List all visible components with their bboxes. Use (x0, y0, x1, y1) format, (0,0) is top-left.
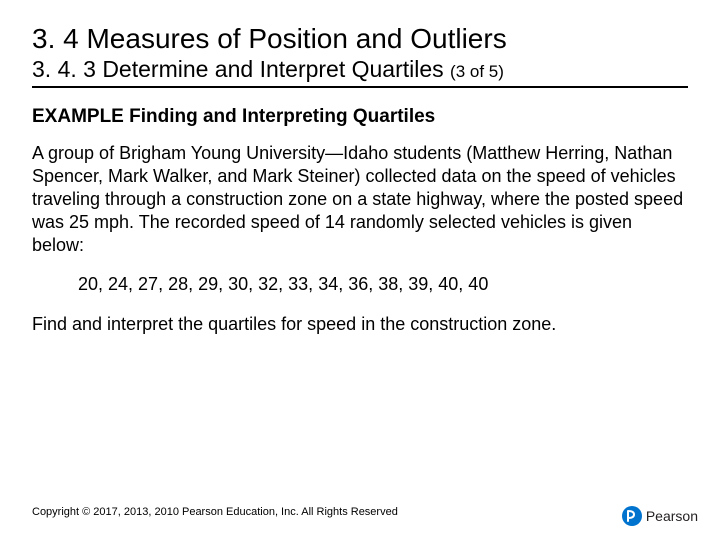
subtitle-main: 3. 4. 3 Determine and Interpret Quartile… (32, 56, 450, 82)
section-title: 3. 4 Measures of Position and Outliers (32, 22, 688, 56)
data-values: 20, 24, 27, 28, 29, 30, 32, 33, 34, 36, … (78, 273, 688, 296)
closing-sentence: Find and interpret the quartiles for spe… (32, 313, 688, 336)
example-heading: EXAMPLE Finding and Interpreting Quartil… (32, 106, 688, 128)
pearson-logo-icon (622, 506, 642, 526)
copyright-footer: Copyright © 2017, 2013, 2010 Pearson Edu… (32, 506, 398, 518)
subtitle-count: (3 of 5) (450, 62, 504, 81)
section-subtitle: 3. 4. 3 Determine and Interpret Quartile… (32, 56, 688, 88)
body-paragraph: A group of Brigham Young University—Idah… (32, 142, 688, 257)
pearson-logo-text: Pearson (646, 508, 698, 524)
pearson-logo: Pearson (622, 506, 698, 526)
slide-content: 3. 4 Measures of Position and Outliers 3… (0, 0, 720, 336)
